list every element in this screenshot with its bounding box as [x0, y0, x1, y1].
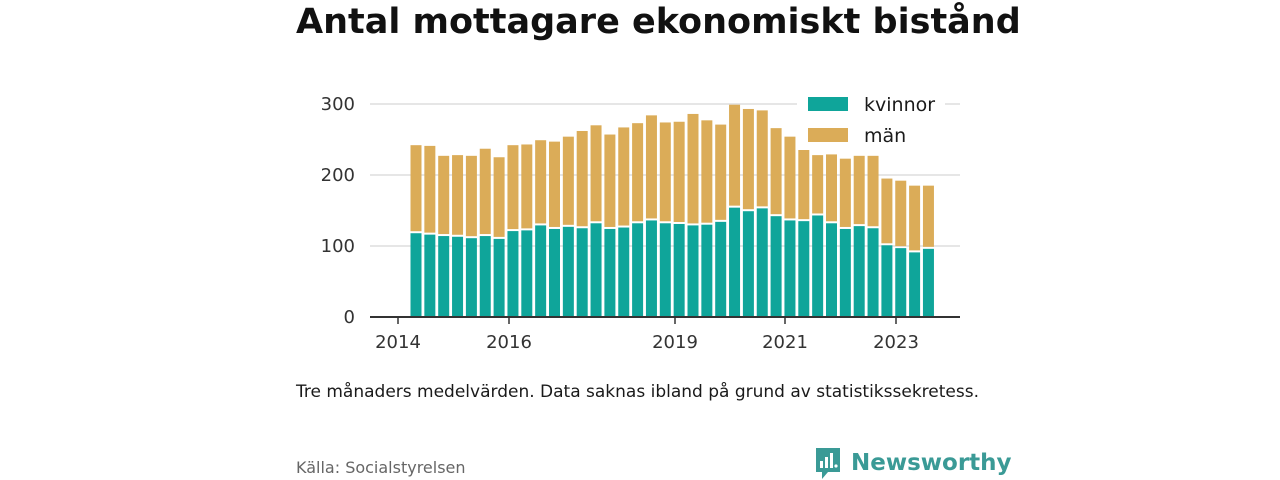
bar-man — [562, 136, 574, 225]
bar-kvinnor — [853, 226, 865, 317]
x-tick-label: 2014 — [375, 332, 421, 353]
x-tick-label: 2023 — [873, 332, 919, 353]
legend-label-kvinnor: kvinnor — [864, 94, 935, 116]
bar-kvinnor — [618, 227, 630, 317]
bar-man — [770, 128, 782, 215]
bar-man — [881, 178, 893, 244]
brand-name: Newsworthy — [851, 450, 1012, 476]
bar-man — [438, 155, 450, 235]
bar-man — [756, 110, 768, 207]
bar-man — [812, 155, 824, 214]
bar-man — [742, 108, 754, 210]
bar-kvinnor — [521, 230, 533, 317]
y-tick-label: 100 — [321, 236, 355, 257]
bar-kvinnor — [438, 236, 450, 317]
bar-man — [895, 180, 907, 247]
bar-kvinnor — [604, 228, 616, 317]
x-tick-label: 2016 — [486, 332, 532, 353]
bar-man — [715, 124, 727, 220]
bar-kvinnor — [507, 231, 519, 317]
bar-kvinnor — [659, 223, 671, 317]
bar-man — [729, 104, 741, 206]
bar-man — [784, 136, 796, 219]
newsworthy-logo-icon — [816, 448, 840, 479]
y-tick-label: 0 — [344, 307, 355, 328]
bar-man — [507, 145, 519, 230]
bar-kvinnor — [562, 226, 574, 317]
bar-man — [479, 148, 491, 235]
bar-kvinnor — [867, 228, 879, 317]
bar-kvinnor — [770, 216, 782, 317]
bar-man — [909, 185, 921, 251]
bar-man — [645, 115, 657, 219]
bar-kvinnor — [549, 228, 560, 317]
chart-note: Tre månaders medelvärden. Data saknas ib… — [296, 382, 979, 402]
bar-man — [521, 144, 533, 229]
bar-kvinnor — [812, 215, 824, 317]
y-tick-label: 200 — [321, 165, 355, 186]
bar-kvinnor — [632, 223, 644, 317]
bar-kvinnor — [826, 223, 837, 317]
bar-man — [922, 185, 934, 247]
bar-kvinnor — [465, 238, 477, 317]
bar-kvinnor — [756, 208, 768, 317]
bar-man — [535, 140, 547, 224]
bar-man — [839, 158, 851, 227]
legend-swatch-kvinnor — [808, 97, 848, 111]
bar-kvinnor — [895, 248, 907, 317]
bar-kvinnor — [493, 238, 505, 317]
legend-swatch-man — [808, 128, 848, 142]
chart: 0 100 200 300 2014 2016 2019 2021 2023 kvinnor män — [320, 94, 960, 353]
bar-man — [701, 120, 713, 223]
bar-kvinnor — [535, 225, 547, 317]
bar-man — [659, 122, 671, 222]
x-tick-label: 2019 — [652, 332, 698, 353]
bar-man — [604, 134, 616, 227]
bar-man — [618, 127, 630, 226]
bar-kvinnor — [701, 224, 713, 317]
bar-man — [673, 121, 685, 222]
bar-kvinnor — [673, 223, 685, 317]
bar-kvinnor — [645, 220, 657, 317]
source-text: Källa: Socialstyrelsen — [296, 458, 466, 477]
x-tick-label: 2021 — [762, 332, 808, 353]
bar-kvinnor — [590, 223, 602, 317]
bar-kvinnor — [742, 211, 754, 317]
bar-man — [867, 155, 879, 227]
bar-man — [632, 123, 644, 222]
chart-title: Antal mottagare ekonomiskt bistånd — [296, 2, 1021, 42]
bar-man — [493, 157, 505, 237]
bar-man — [687, 113, 699, 224]
bar-kvinnor — [576, 228, 588, 317]
bar-kvinnor — [424, 234, 436, 317]
bar-kvinnor — [479, 236, 491, 317]
bar-man — [826, 154, 837, 222]
bar-man — [452, 155, 464, 235]
bar-kvinnor — [687, 225, 699, 317]
bar-kvinnor — [410, 233, 422, 317]
bar-man — [424, 145, 436, 233]
bar-man — [576, 130, 588, 227]
bar-man — [798, 143, 810, 220]
bar-man — [410, 145, 422, 232]
bar-kvinnor — [784, 220, 796, 317]
bar-kvinnor — [798, 221, 810, 317]
bar-man — [590, 125, 602, 222]
bar-kvinnor — [922, 248, 934, 317]
bar-kvinnor — [909, 252, 921, 317]
newsworthy-brand[interactable]: Newsworthy — [814, 446, 1012, 480]
bar-kvinnor — [452, 236, 464, 317]
bar-kvinnor — [729, 207, 741, 317]
bar-kvinnor — [715, 221, 727, 317]
bar-kvinnor — [881, 245, 893, 317]
bar-kvinnor — [839, 228, 851, 317]
legend-label-man: män — [864, 125, 906, 147]
y-tick-label: 300 — [321, 94, 355, 115]
bar-man — [853, 155, 865, 225]
bar-man — [549, 141, 560, 227]
bar-man — [465, 155, 477, 237]
